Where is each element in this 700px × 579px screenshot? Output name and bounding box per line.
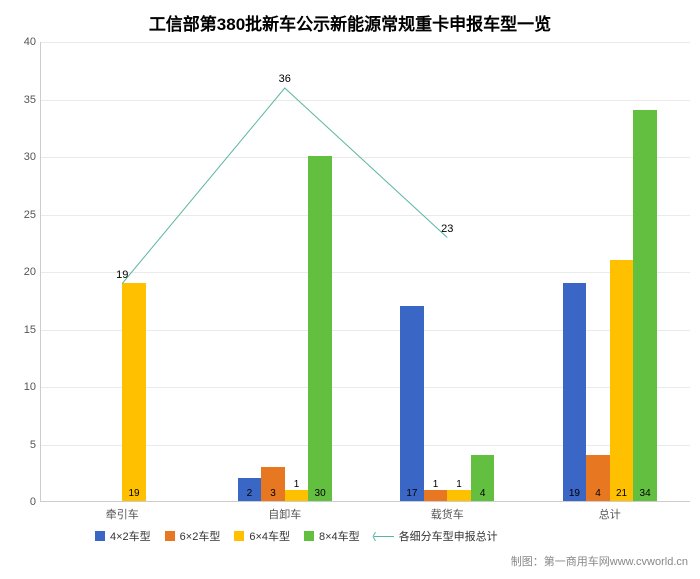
y-tick-label: 25 <box>11 209 41 221</box>
plot-area: 0510152025303540牵引车19自卸车23130载货车17114总计1… <box>40 42 690 502</box>
legend-line-swatch <box>374 536 394 537</box>
x-tick-label: 总计 <box>599 501 621 522</box>
bar <box>400 306 424 502</box>
bar-value-label: 21 <box>616 488 627 499</box>
legend-label: 各细分车型申报总计 <box>399 528 498 544</box>
grid-line <box>41 157 690 158</box>
legend-item: 4×2车型 <box>95 528 151 544</box>
chart-container: 工信部第380批新车公示新能源常规重卡申报车型一览 0 5 10 15 20 25 30 35 4… <box>0 0 700 579</box>
legend: 4×2车型 6×2车型 6×4车型 8×4车型 各细分车型申报总计 <box>95 528 498 544</box>
bar <box>563 283 587 502</box>
legend-label: 4×2车型 <box>110 528 151 544</box>
bar-value-label: 1 <box>456 479 462 490</box>
bar-value-label: 19 <box>128 488 139 499</box>
legend-label: 6×4车型 <box>249 528 290 544</box>
bar-value-label: 3 <box>270 488 276 499</box>
bar <box>122 283 146 502</box>
y-tick-label: 40 <box>11 36 41 48</box>
legend-swatch <box>165 531 175 541</box>
bar <box>285 490 309 502</box>
y-tick-label: 10 <box>11 381 41 393</box>
legend-label: 6×2车型 <box>180 528 221 544</box>
x-tick-label: 载货车 <box>431 501 464 522</box>
x-tick-label: 自卸车 <box>268 501 301 522</box>
y-tick-label: 30 <box>11 151 41 163</box>
bar <box>633 110 657 501</box>
grid-line <box>41 100 690 101</box>
bar-value-label: 1 <box>433 479 439 490</box>
line-point-label: 19 <box>116 269 128 281</box>
grid-line <box>41 272 690 273</box>
legend-swatch <box>304 531 314 541</box>
legend-swatch <box>234 531 244 541</box>
y-tick-label: 20 <box>11 266 41 278</box>
bar-value-label: 4 <box>480 488 486 499</box>
legend-item: 各细分车型申报总计 <box>374 528 498 544</box>
y-tick-label: 5 <box>11 439 41 451</box>
legend-label: 8×4车型 <box>319 528 360 544</box>
line-point-label: 36 <box>279 73 291 85</box>
legend-item: 6×4车型 <box>234 528 290 544</box>
bar <box>424 490 448 502</box>
x-tick-label: 牵引车 <box>106 501 139 522</box>
y-tick-label: 15 <box>11 324 41 336</box>
bar-value-label: 30 <box>315 488 326 499</box>
bar-value-label: 19 <box>569 488 580 499</box>
bar-value-label: 1 <box>294 479 300 490</box>
bar-value-label: 17 <box>406 488 417 499</box>
bar <box>610 260 634 502</box>
footer-credit: 制图：第一商用车网www.cvworld.cn <box>511 553 688 569</box>
bar-value-label: 4 <box>595 488 601 499</box>
bar-value-label: 34 <box>640 488 651 499</box>
y-tick-label: 35 <box>11 94 41 106</box>
chart-title: 工信部第380批新车公示新能源常规重卡申报车型一览 <box>0 10 700 35</box>
legend-swatch <box>95 531 105 541</box>
legend-item: 6×2车型 <box>165 528 221 544</box>
bar-value-label: 2 <box>247 488 253 499</box>
bar <box>447 490 471 502</box>
grid-line <box>41 42 690 43</box>
bar <box>308 156 332 501</box>
line-point-label: 23 <box>441 223 453 235</box>
legend-item: 8×4车型 <box>304 528 360 544</box>
y-tick-label: 0 <box>11 496 41 508</box>
grid-line <box>41 215 690 216</box>
